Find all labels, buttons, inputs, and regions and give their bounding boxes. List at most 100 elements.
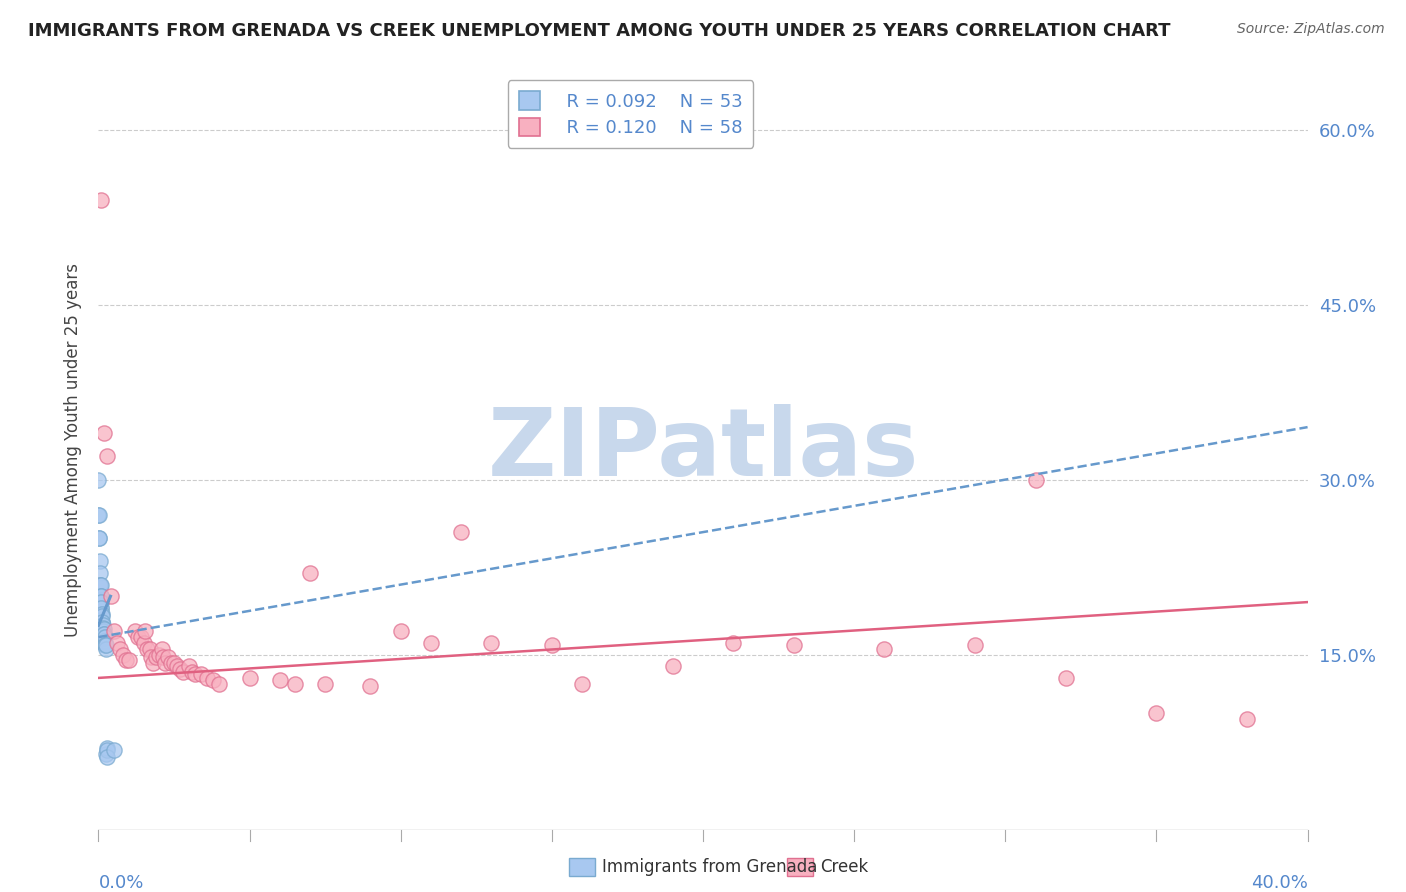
Point <box>169 662 191 676</box>
Point <box>127 630 149 644</box>
Point <box>90 613 112 627</box>
Text: Source: ZipAtlas.com: Source: ZipAtlas.com <box>1237 22 1385 37</box>
Point <box>89 508 111 522</box>
Point <box>90 613 112 627</box>
Point <box>87 508 110 522</box>
Point <box>783 638 806 652</box>
Point <box>141 649 163 664</box>
Point <box>156 649 179 664</box>
Point <box>208 677 231 691</box>
Point <box>94 636 117 650</box>
Point <box>148 648 170 662</box>
Point <box>91 626 114 640</box>
Point <box>90 577 112 591</box>
Point <box>90 622 112 636</box>
Point <box>91 618 114 632</box>
Point <box>90 601 112 615</box>
Point <box>91 622 114 636</box>
Point <box>96 747 118 761</box>
Point <box>179 659 201 673</box>
Point <box>481 636 503 650</box>
Point <box>873 641 896 656</box>
Point <box>1024 473 1046 487</box>
Point <box>139 641 162 656</box>
Point <box>91 632 114 647</box>
Point <box>96 750 118 764</box>
Point <box>661 659 683 673</box>
Point <box>94 630 117 644</box>
Point <box>90 607 112 621</box>
Point <box>91 630 114 644</box>
Point <box>90 193 112 207</box>
Point <box>93 633 115 648</box>
Point <box>152 649 174 664</box>
Point <box>90 589 112 603</box>
Point <box>360 679 382 693</box>
Point <box>90 589 112 603</box>
Point <box>108 641 131 656</box>
Point <box>142 656 165 670</box>
Text: Immigrants from Grenada: Immigrants from Grenada <box>602 858 817 876</box>
Point <box>166 659 188 673</box>
Point <box>389 624 412 639</box>
Point <box>90 601 112 615</box>
Point <box>100 589 122 603</box>
Point <box>90 595 112 609</box>
Point <box>87 473 110 487</box>
Point <box>134 624 156 639</box>
Point <box>153 656 176 670</box>
Point <box>91 624 114 639</box>
Point <box>93 636 115 650</box>
Point <box>103 624 125 639</box>
Point <box>118 653 141 667</box>
Point <box>314 677 336 691</box>
Point <box>450 525 472 540</box>
Point <box>540 638 562 652</box>
Text: Creek: Creek <box>820 858 868 876</box>
Point <box>420 636 443 650</box>
Point <box>90 615 112 629</box>
Point <box>965 638 987 652</box>
Point <box>91 615 114 629</box>
Point <box>90 607 112 621</box>
Point <box>96 743 118 757</box>
Point <box>93 626 115 640</box>
Point <box>91 621 114 635</box>
Point <box>89 566 111 580</box>
Point <box>150 641 173 656</box>
Point <box>94 638 117 652</box>
Text: 40.0%: 40.0% <box>1251 874 1308 892</box>
Point <box>93 622 115 636</box>
Point <box>90 607 112 621</box>
Point <box>239 671 262 685</box>
Point <box>96 450 118 464</box>
Point <box>202 673 225 688</box>
Point <box>87 531 110 545</box>
Y-axis label: Unemployment Among Youth under 25 years: Unemployment Among Youth under 25 years <box>63 263 82 638</box>
Point <box>145 649 167 664</box>
Legend:   R = 0.092    N = 53,   R = 0.120    N = 58: R = 0.092 N = 53, R = 0.120 N = 58 <box>508 80 754 148</box>
Point <box>1054 671 1077 685</box>
Text: IMMIGRANTS FROM GRENADA VS CREEK UNEMPLOYMENT AMONG YOUTH UNDER 25 YEARS CORRELA: IMMIGRANTS FROM GRENADA VS CREEK UNEMPLO… <box>28 22 1171 40</box>
Point <box>96 740 118 755</box>
Text: 0.0%: 0.0% <box>98 874 143 892</box>
Point <box>1236 712 1258 726</box>
Point <box>1144 706 1167 720</box>
Point <box>90 595 112 609</box>
Point <box>129 630 152 644</box>
Text: ZIPatlas: ZIPatlas <box>488 404 918 497</box>
Point <box>184 667 207 681</box>
Point <box>172 665 194 679</box>
Point <box>190 667 212 681</box>
Point <box>89 531 111 545</box>
Point <box>571 677 593 691</box>
Point <box>181 665 204 679</box>
Point <box>723 636 745 650</box>
Point <box>91 618 114 632</box>
Point <box>93 630 115 644</box>
Point <box>89 589 111 603</box>
Point <box>299 566 322 580</box>
Point <box>124 624 146 639</box>
Point <box>111 648 134 662</box>
Point <box>114 653 136 667</box>
